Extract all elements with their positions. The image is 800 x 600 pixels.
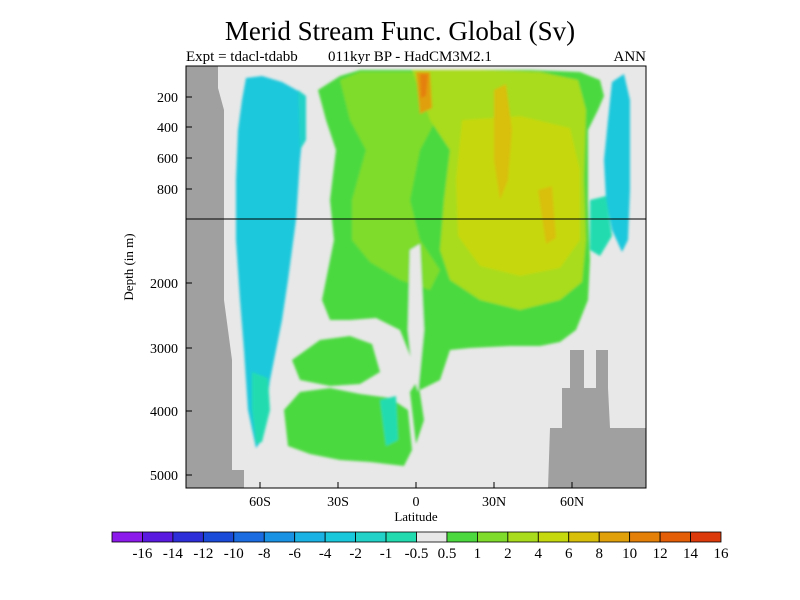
colorbar-swatch xyxy=(172,531,204,543)
colorbar-label: 10 xyxy=(622,546,637,562)
colorbar-label: 12 xyxy=(653,546,668,562)
colorbar-swatch xyxy=(507,531,539,543)
colorbar-label: -14 xyxy=(163,546,183,562)
colorbar-swatch xyxy=(446,531,478,543)
y-tick-label-3000: 3000 xyxy=(150,342,178,357)
colorbar-label: 8 xyxy=(595,546,603,562)
colorbar-label: 2 xyxy=(504,546,512,562)
y-tick-label-800: 800 xyxy=(157,183,178,198)
colorbar-label: -2 xyxy=(349,546,362,562)
colorbar-label: 1 xyxy=(474,546,482,562)
colorbar-swatch xyxy=(690,531,722,543)
experiment-label: Expt = tdacl-tdabb xyxy=(186,49,298,65)
colorbar-swatch xyxy=(355,531,387,543)
overturning-cell-strong xyxy=(456,116,580,276)
colorbar-label: -16 xyxy=(132,546,152,562)
y-tick-label-5000: 5000 xyxy=(150,469,178,484)
deep-positive-south xyxy=(284,388,412,466)
equatorial-gap xyxy=(408,244,424,392)
colorbar-swatch xyxy=(568,531,600,543)
colorbar-label: 14 xyxy=(683,546,699,562)
y-axis-title: Depth (in m) xyxy=(121,233,136,300)
colorbar-label: -8 xyxy=(258,546,271,562)
chart-title: Merid Stream Func. Global (Sv) xyxy=(224,16,576,46)
southern-negative-cell xyxy=(236,76,304,448)
colorbar-label: 16 xyxy=(714,546,730,562)
colorbar-swatch xyxy=(416,531,448,543)
colorbar-label: 4 xyxy=(535,546,543,562)
arctic-negative-cell xyxy=(604,74,630,252)
equatorial-peak-core xyxy=(420,74,428,98)
southern-negative-core xyxy=(252,372,270,444)
colorbar-swatch xyxy=(537,531,570,543)
colorbar-label: -12 xyxy=(193,546,213,562)
arctic-negative-shallow xyxy=(590,196,612,256)
colorbar-swatch xyxy=(324,531,356,543)
y-tick-label-400: 400 xyxy=(157,121,178,136)
x-axis: 60S 30S 0 30N 60N Latitude xyxy=(249,482,584,524)
colorbar-label: -10 xyxy=(224,546,244,562)
colorbar-swatch xyxy=(629,531,661,543)
y-tick-label-4000: 4000 xyxy=(150,405,178,420)
y-axis: 200 400 600 800 2000 3000 4000 5000 Dept… xyxy=(121,91,192,484)
model-label: 011kyr BP - HadCM3M2.1 xyxy=(328,49,492,65)
x-tick-label-0: 0 xyxy=(413,495,420,510)
colorbar-labels: -16 -14 -12 -10 -8 -6 -4 -2 -1 -0.5 0.5 1 2 4 6 8 10 12 14… xyxy=(132,546,729,562)
x-tick-label-60s: 60S xyxy=(249,495,271,510)
y-tick-label-600: 600 xyxy=(157,152,178,167)
colorbar-swatch xyxy=(233,531,265,543)
abyssal-patch-3 xyxy=(410,380,424,444)
abyssal-patch-1 xyxy=(292,336,380,386)
colorbar-swatch xyxy=(659,531,691,543)
colorbar-swatch xyxy=(294,531,326,543)
x-tick-label-30n: 30N xyxy=(482,495,506,510)
colorbar-label: -6 xyxy=(288,546,301,562)
y-tick-label-200: 200 xyxy=(157,91,178,106)
colorbar-swatch xyxy=(142,531,174,543)
colorbar-label: -4 xyxy=(319,546,332,562)
antarctic-land xyxy=(186,66,244,488)
abyssal-patch-2 xyxy=(380,396,398,446)
colorbar-label: 0.5 xyxy=(438,546,457,562)
plot-area xyxy=(186,66,646,488)
colorbar xyxy=(111,531,722,543)
colorbar-swatch xyxy=(263,531,296,543)
colorbar-swatch xyxy=(598,531,631,543)
colorbar-swatch xyxy=(476,531,509,543)
x-tick-label-60n: 60N xyxy=(560,495,584,510)
x-tick-label-30s: 30S xyxy=(327,495,349,510)
colorbar-label: -0.5 xyxy=(405,546,429,562)
colorbar-label: -1 xyxy=(380,546,393,562)
colorbar-swatch xyxy=(385,531,417,543)
colorbar-swatch xyxy=(202,531,235,543)
north-land xyxy=(548,350,646,488)
southern-negative-edge xyxy=(298,90,306,150)
season-label: ANN xyxy=(613,49,647,65)
overturning-cell-light xyxy=(340,72,440,290)
x-axis-title: Latitude xyxy=(394,509,438,524)
y-tick-label-2000: 2000 xyxy=(150,277,178,292)
north-atlantic-streak xyxy=(538,186,556,244)
colorbar-label: 6 xyxy=(565,546,573,562)
colorbar-swatch xyxy=(111,531,143,543)
north-atlantic-max xyxy=(494,84,512,200)
